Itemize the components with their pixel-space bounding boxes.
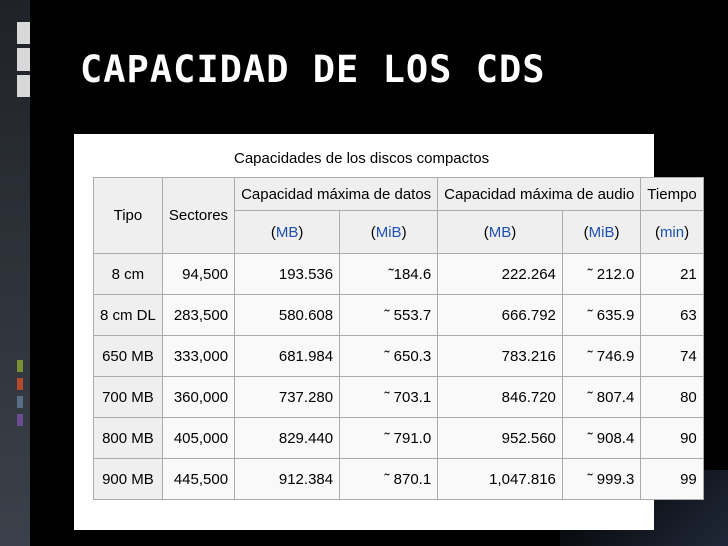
header-sectores: Sectores [161, 177, 236, 254]
table-row: 650 MB 333,000 681.984 ˜ 650.3 783.216 ˜… [93, 335, 704, 377]
cell-datos-mb: 193.536 [234, 253, 341, 295]
cell-tipo: 650 MB [93, 335, 163, 377]
unit-link[interactable]: min [659, 223, 685, 241]
unit-tiempo-min: (min) [640, 210, 704, 254]
accent-mark [17, 396, 23, 408]
header-tipo: Tipo [93, 177, 163, 254]
cell-datos-mib: ˜ 703.1 [339, 376, 439, 418]
cell-datos-mb: 580.608 [234, 294, 341, 336]
header-tiempo: Tiempo [640, 177, 704, 211]
cell-datos-mib: ˜ 650.3 [339, 335, 439, 377]
cell-sectores: 360,000 [161, 376, 236, 418]
unit-link[interactable]: MiB [588, 223, 615, 241]
cell-sectores: 333,000 [161, 335, 236, 377]
unit-datos-mib: (MiB) [339, 210, 439, 254]
cell-datos-mb: 829.440 [234, 417, 341, 459]
cell-sectores: 94,500 [161, 253, 236, 295]
cell-tiempo: 63 [640, 294, 704, 336]
cell-datos-mib: ˜184.6 [339, 253, 439, 295]
cell-audio-mib: ˜ 908.4 [561, 417, 642, 459]
cd-capacity-table: Tipo Sectores Capacidad máxima de datos … [93, 177, 704, 500]
cell-tipo: 8 cm DL [93, 294, 163, 336]
accent-mark [17, 360, 23, 372]
cell-audio-mb: 1,047.816 [437, 458, 563, 500]
decorative-square [17, 22, 30, 45]
header-datos: Capacidad máxima de datos [234, 177, 439, 211]
cell-datos-mib: ˜ 870.1 [339, 458, 439, 500]
table-row: 700 MB 360,000 737.280 ˜ 703.1 846.720 ˜… [93, 376, 704, 418]
cell-audio-mb: 783.216 [437, 335, 563, 377]
cell-tiempo: 99 [640, 458, 704, 500]
table-row: 8 cm 94,500 193.536 ˜184.6 222.264 ˜ 212… [93, 253, 704, 295]
cell-tipo: 800 MB [93, 417, 163, 459]
cell-tiempo: 90 [640, 417, 704, 459]
cell-audio-mb: 666.792 [437, 294, 563, 336]
cell-audio-mb: 222.264 [437, 253, 563, 295]
cell-datos-mib: ˜ 791.0 [339, 417, 439, 459]
header-row: Tipo Sectores Capacidad máxima de datos … [93, 177, 704, 254]
decorative-squares [17, 22, 30, 97]
unit-datos-mb: (MB) [234, 210, 341, 254]
units-row: (MB) (MiB) (MB) (MiB) (min) [94, 210, 704, 254]
table-panel: Capacidades de los discos compactos Tipo… [74, 134, 704, 530]
cell-audio-mib: ˜ 807.4 [561, 376, 642, 418]
cell-tipo: 900 MB [93, 458, 163, 500]
cell-audio-mib: ˜ 746.9 [561, 335, 642, 377]
accent-mark [17, 378, 23, 390]
cell-tipo: 700 MB [93, 376, 163, 418]
cell-datos-mb: 737.280 [234, 376, 341, 418]
cell-audio-mib: ˜ 212.0 [561, 253, 642, 295]
cell-tiempo: 21 [640, 253, 704, 295]
decorative-square [17, 74, 30, 97]
cell-tipo: 8 cm [93, 253, 163, 295]
cell-audio-mib: ˜ 635.9 [561, 294, 642, 336]
accent-mark [17, 414, 23, 426]
cell-datos-mb: 681.984 [234, 335, 341, 377]
cell-audio-mb: 952.560 [437, 417, 563, 459]
header-audio: Capacidad máxima de audio [437, 177, 642, 211]
cell-datos-mib: ˜ 553.7 [339, 294, 439, 336]
cell-datos-mb: 912.384 [234, 458, 341, 500]
unit-audio-mb: (MB) [437, 210, 563, 254]
slide-title: CAPACIDAD DE LOS CDS [80, 48, 546, 91]
decorative-accents [17, 360, 25, 432]
decorative-square [17, 48, 30, 71]
table-row: 800 MB 405,000 829.440 ˜ 791.0 952.560 ˜… [93, 417, 704, 459]
unit-link[interactable]: MB [488, 223, 512, 241]
unit-link[interactable]: MB [275, 223, 299, 241]
table-row: 8 cm DL 283,500 580.608 ˜ 553.7 666.792 … [93, 294, 704, 336]
table-caption: Capacidades de los discos compactos [234, 150, 490, 167]
cell-tiempo: 80 [640, 376, 704, 418]
cell-audio-mb: 846.720 [437, 376, 563, 418]
cell-audio-mib: ˜ 999.3 [561, 458, 642, 500]
cell-sectores: 283,500 [161, 294, 236, 336]
unit-link[interactable]: MiB [375, 223, 402, 241]
cell-sectores: 445,500 [161, 458, 236, 500]
cell-tiempo: 74 [640, 335, 704, 377]
cell-sectores: 405,000 [161, 417, 236, 459]
unit-audio-mib: (MiB) [561, 210, 642, 254]
table-row: 900 MB 445,500 912.384 ˜ 870.1 1,047.816… [93, 458, 704, 500]
